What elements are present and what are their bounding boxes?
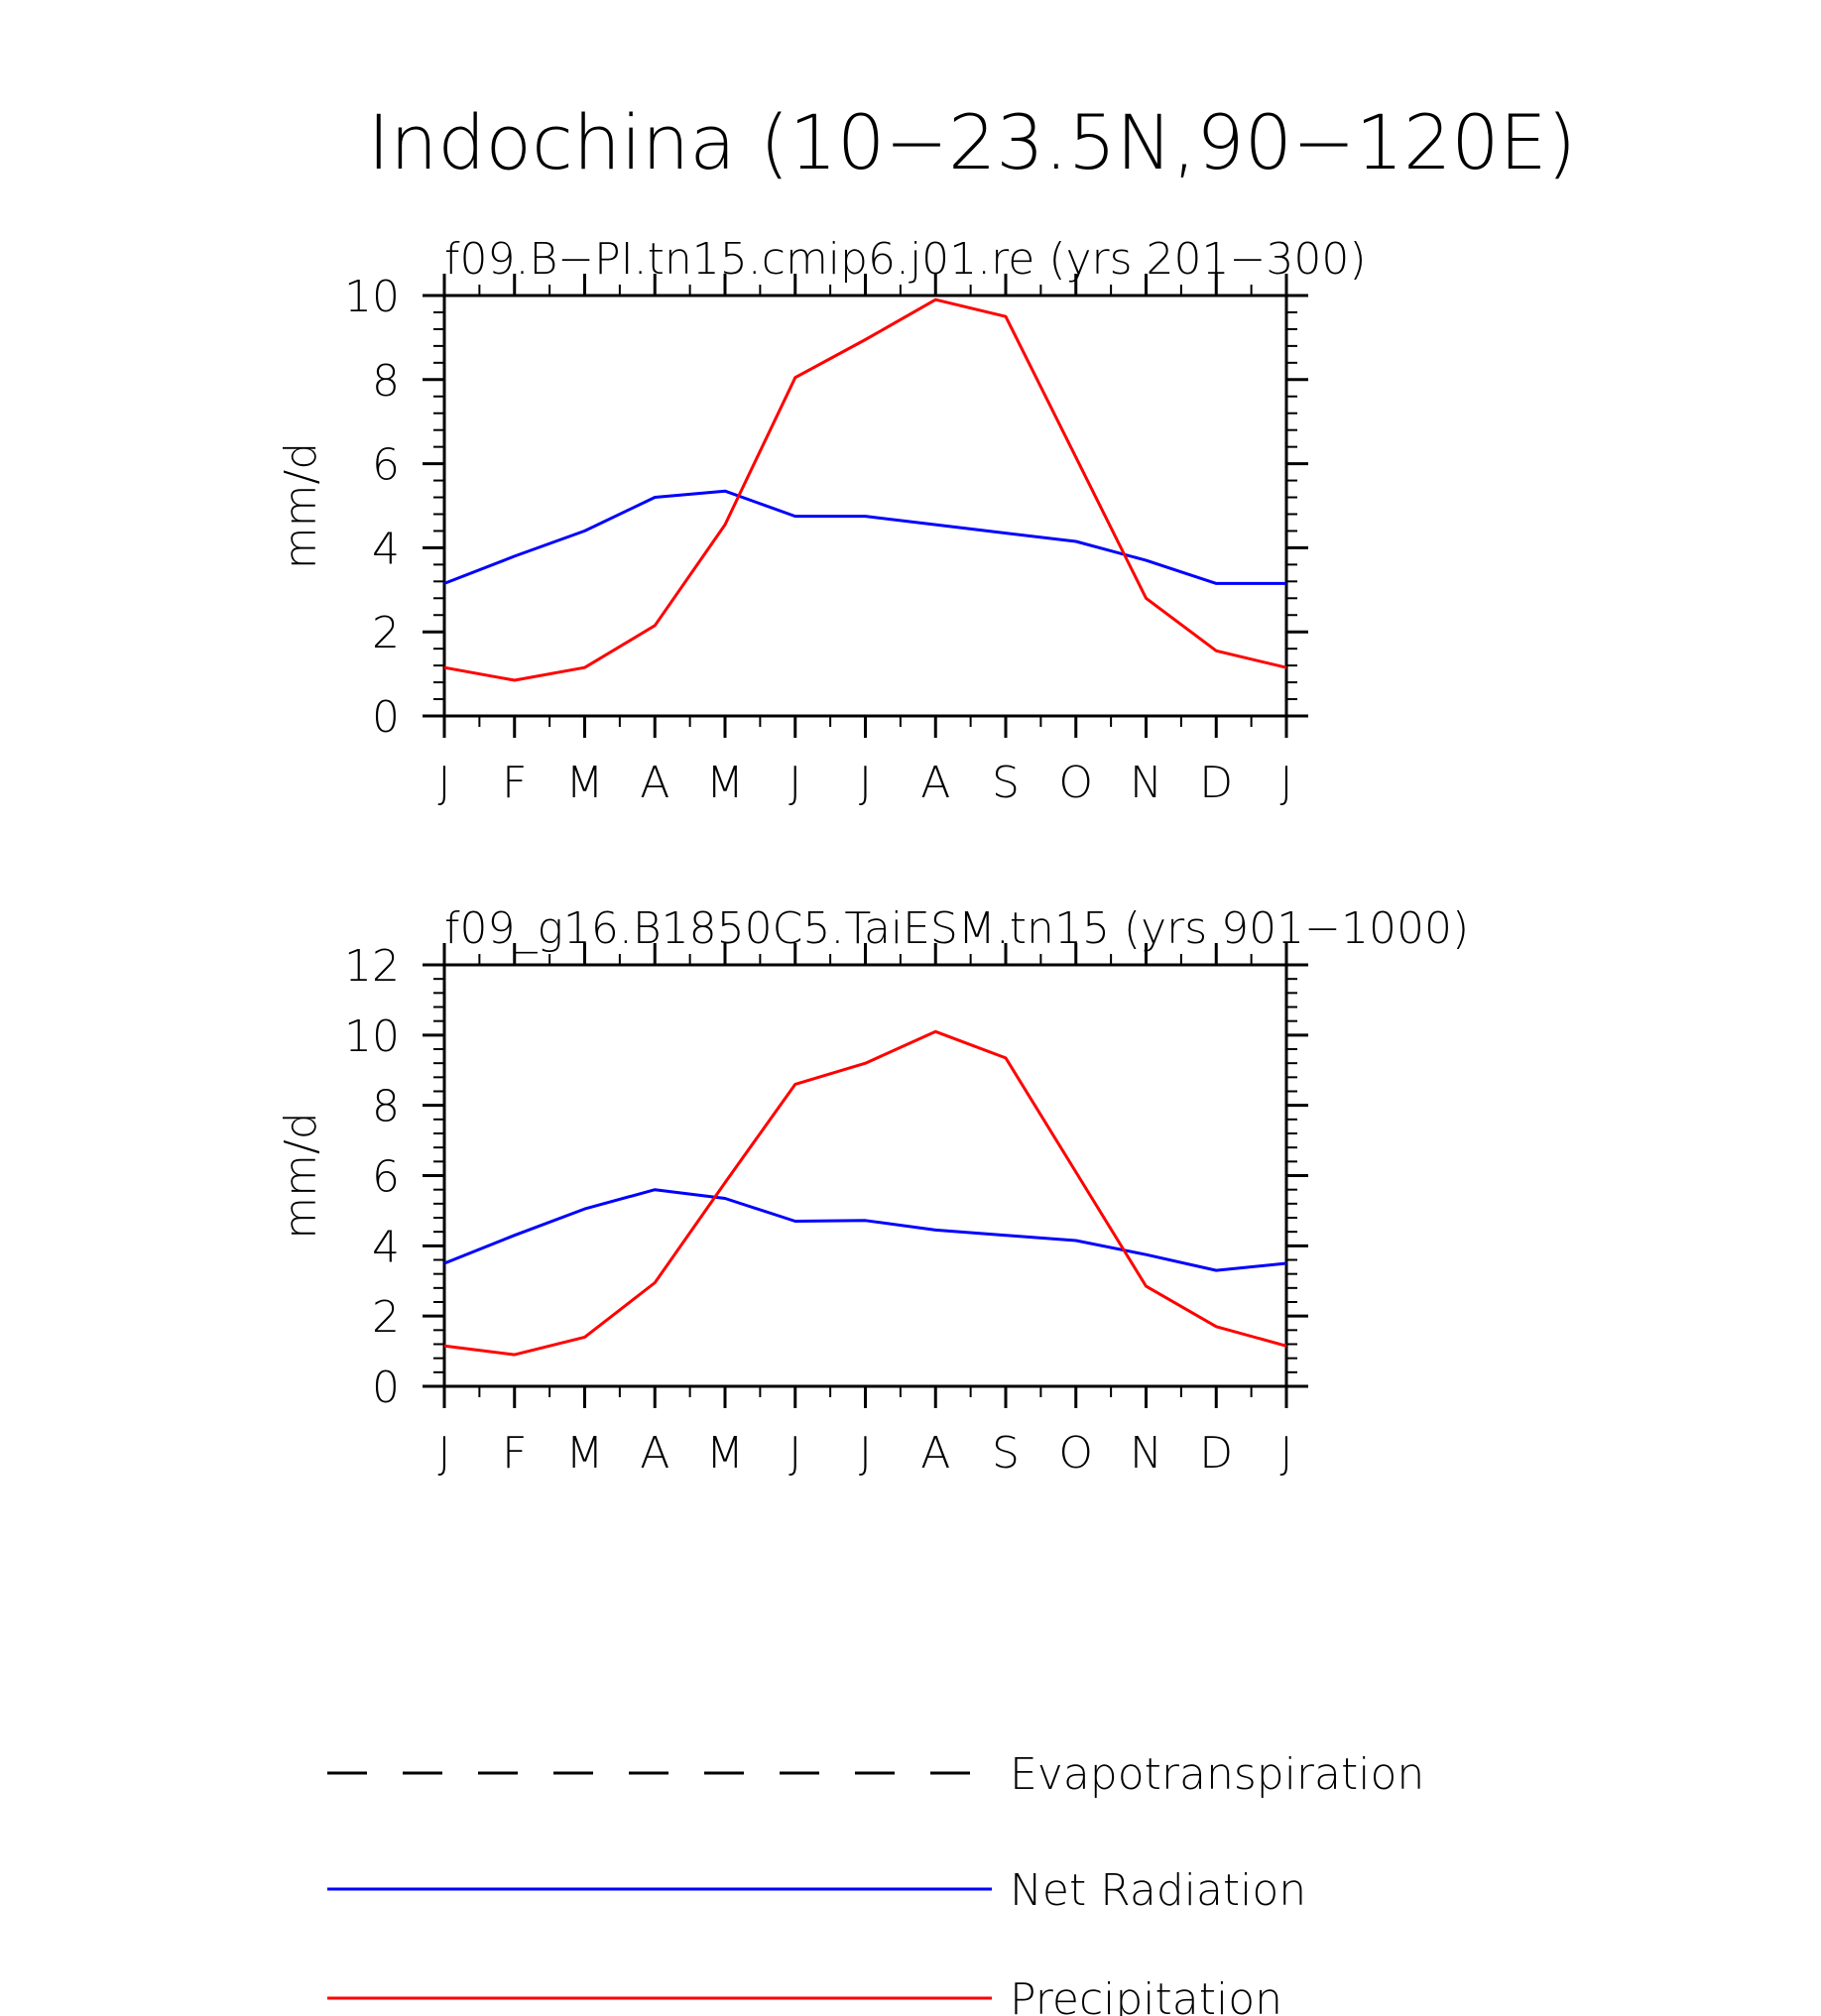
chart-subtitle: f09.B−PI.tn15.cmip6.j01.re (yrs 201−300) [444,234,1367,285]
x-tick-label: D [1199,758,1233,808]
x-tick-label: A [920,1428,950,1479]
y-tick-label: 2 [372,1292,400,1343]
x-tick-label: A [640,1428,669,1479]
series-line-precipitation [443,1029,1287,1357]
x-tick-label: J [1280,758,1293,808]
x-tick-label: F [502,1428,527,1479]
legend-label-evapotranspiration: Evapotranspiration [1010,1749,1424,1800]
figure-title: Indochina (10−23.5N,90−120E) [368,98,1577,186]
x-tick-label: O [1058,1428,1093,1479]
x-tick-label: J [1280,1428,1293,1479]
legend-label-precipitation: Precipitation [1010,1974,1282,2016]
y-tick-label: 4 [372,524,400,574]
x-tick-label: J [438,1428,451,1479]
y-tick-label: 10 [344,1011,400,1062]
x-tick-label: A [920,758,950,808]
chart-subtitle: f09_g16.B1850C5.TaiESM.tn15 (yrs 901−100… [444,903,1469,954]
plot-frame [442,963,1288,1388]
series-line-net-radiation [443,489,1286,585]
x-tick-label: J [859,758,872,808]
chart-panel-bottom: f09_g16.B1850C5.TaiESM.tn15 (yrs 901−100… [276,903,1469,1479]
x-tick-label: S [992,1428,1020,1479]
y-tick-label: 0 [372,692,400,743]
y-tick-label: 12 [344,941,400,992]
x-tick-label: J [789,1428,801,1479]
y-tick-label: 4 [372,1222,400,1272]
y-axis-label: mm/d [276,1112,326,1239]
y-axis-label: mm/d [276,442,326,569]
series-line-precipitation [443,297,1287,682]
x-tick-label: M [566,758,604,808]
plot-frame [442,294,1288,718]
legend: Evapotranspiration Net Radiation Precipita… [327,1749,1424,2016]
x-tick-label: F [502,758,527,808]
y-tick-label: 8 [372,356,400,407]
x-tick-label: N [1130,758,1162,808]
series-line-net-radiation [443,1188,1287,1272]
y-tick-label: 6 [372,1152,400,1203]
y-tick-label: 6 [372,440,400,491]
x-tick-label: S [992,758,1020,808]
x-tick-label: J [789,758,801,808]
x-tick-label: M [566,1428,604,1479]
y-tick-label: 10 [344,272,400,322]
x-tick-label: D [1199,1428,1233,1479]
x-tick-label: M [706,758,744,808]
x-tick-label: O [1058,758,1093,808]
x-tick-label: J [859,1428,872,1479]
x-tick-label: N [1130,1428,1162,1479]
x-tick-label: M [706,1428,744,1479]
legend-label-net-radiation: Net Radiation [1010,1865,1306,1916]
y-tick-label: 0 [372,1363,400,1413]
x-tick-label: A [640,758,669,808]
x-tick-label: J [438,758,451,808]
y-tick-label: 8 [372,1082,400,1132]
y-tick-label: 2 [372,608,400,658]
chart-panel-top: f09.B−PI.tn15.cmip6.j01.re (yrs 201−300)… [276,234,1367,808]
